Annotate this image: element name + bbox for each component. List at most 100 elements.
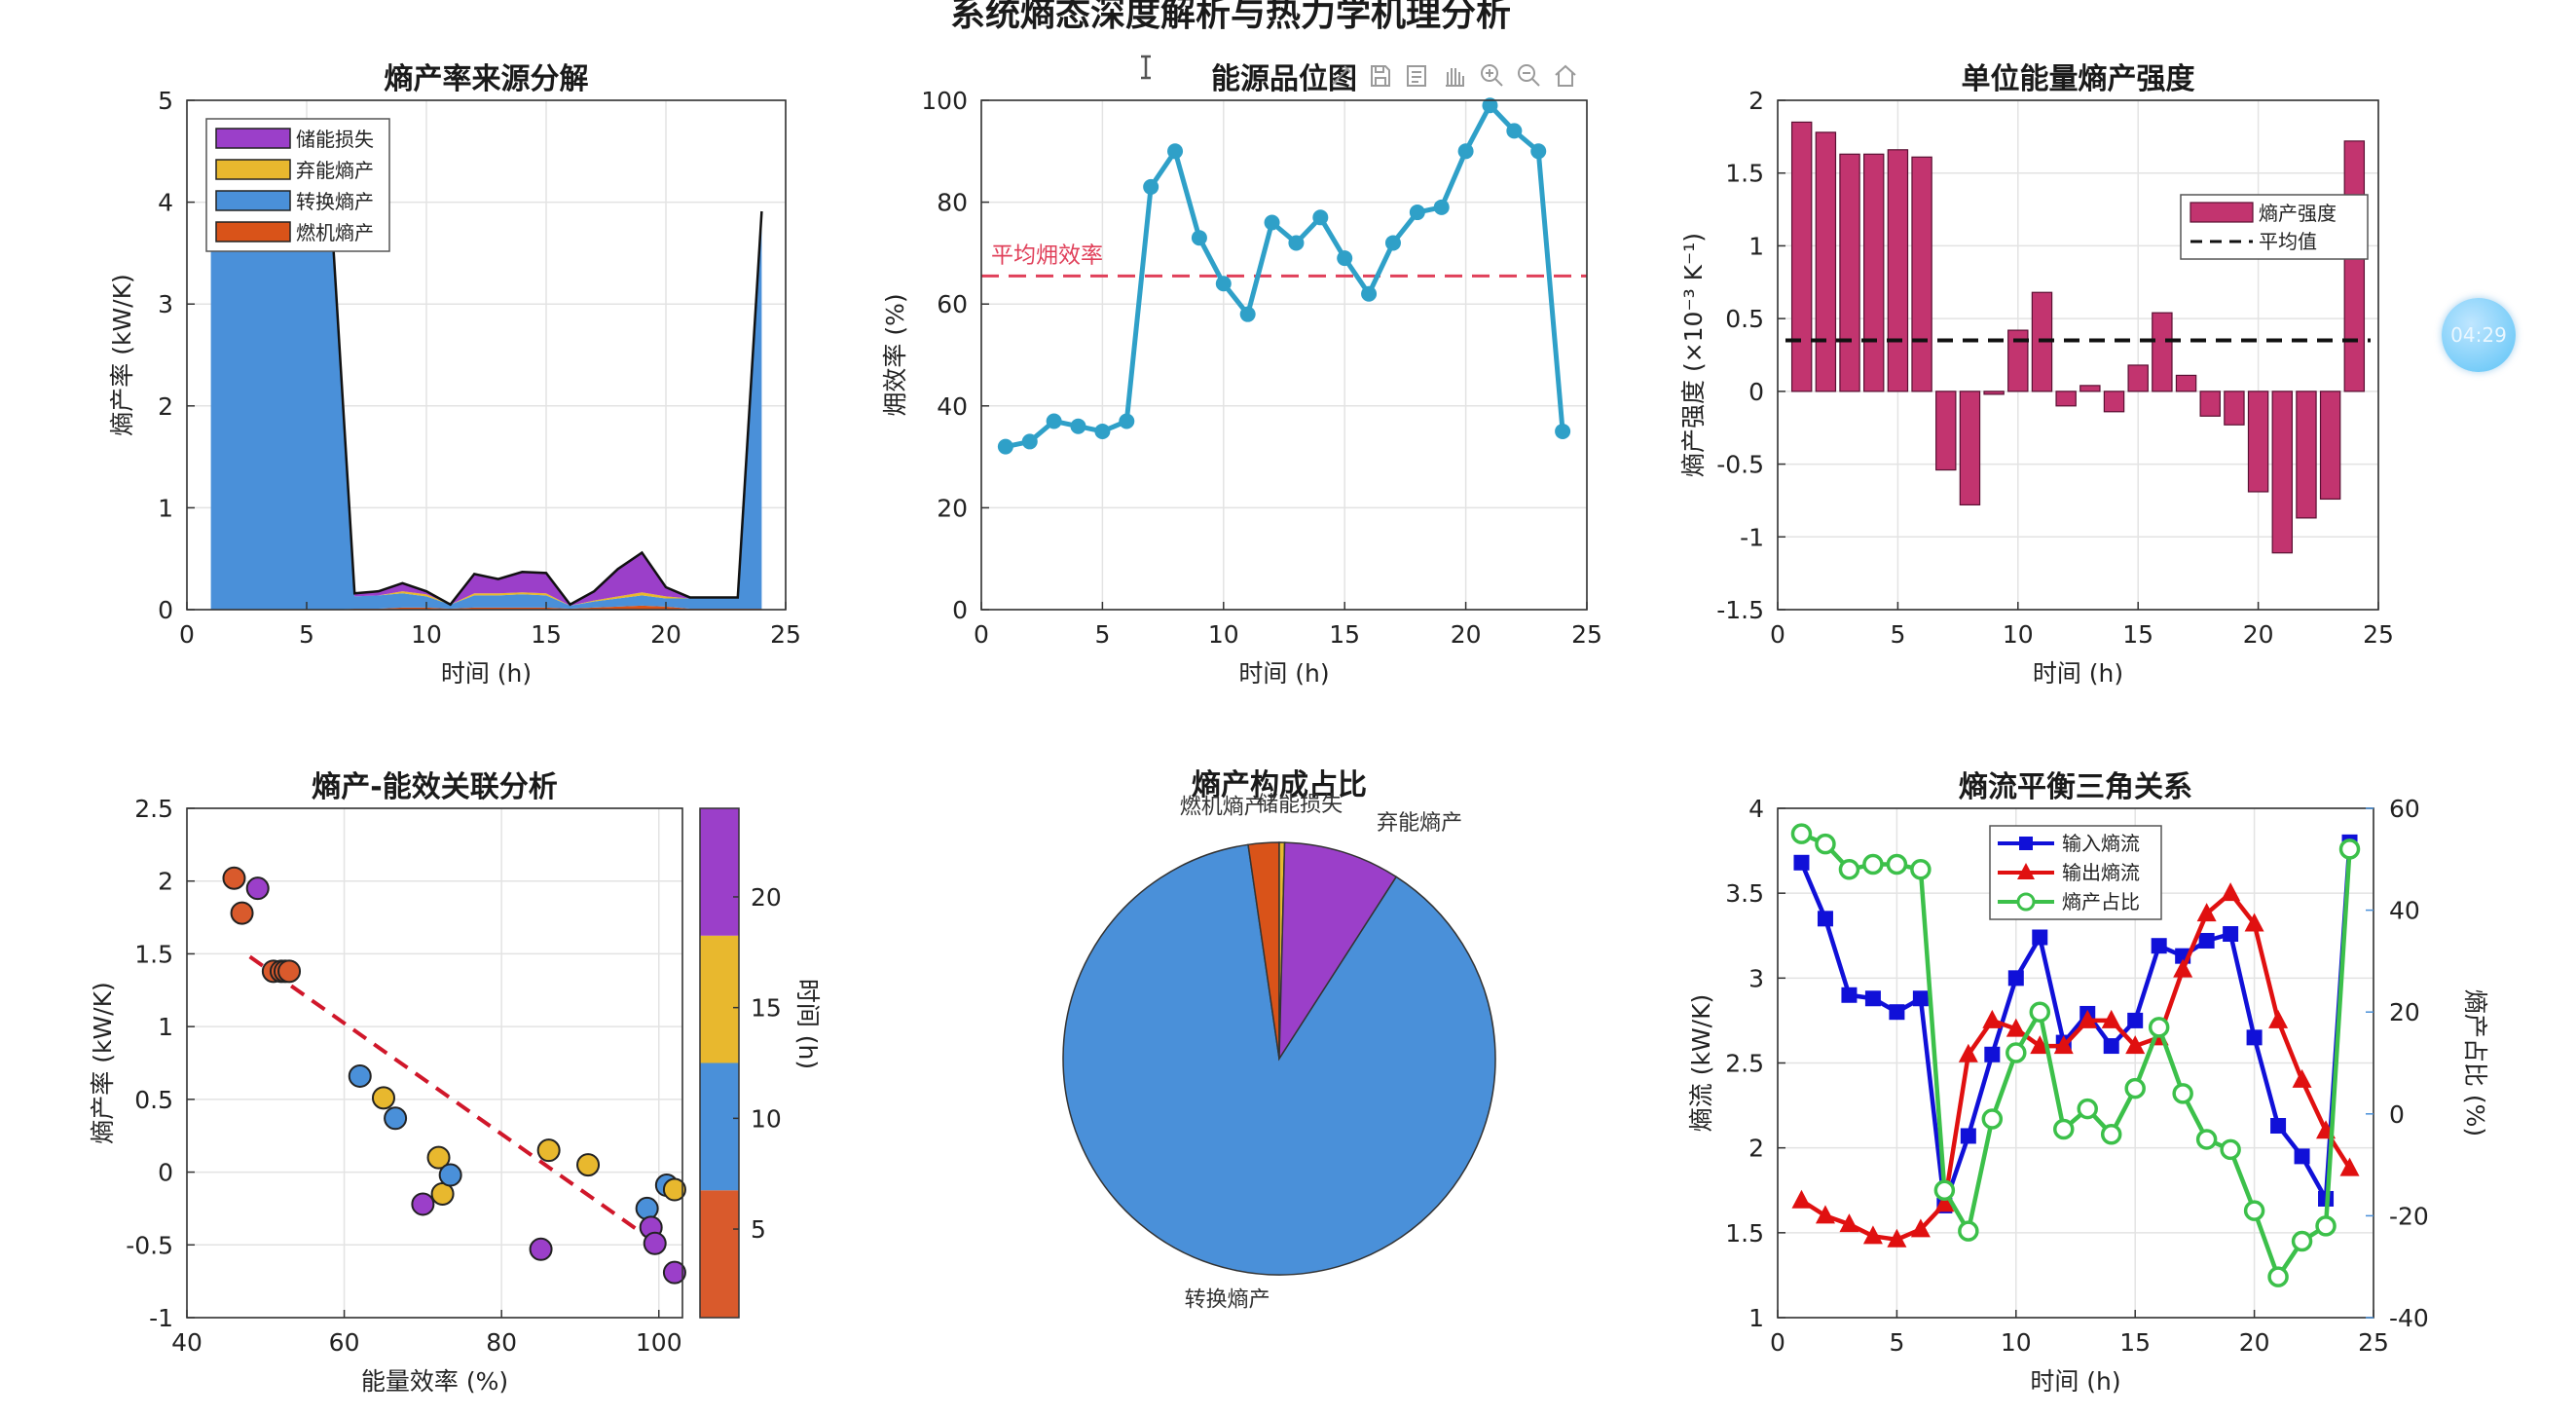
scatter-point: [371, 1086, 395, 1110]
flow-point: [2127, 1012, 2144, 1028]
x-tick-label: 20: [1451, 620, 1482, 649]
flow-point: [1984, 1046, 2001, 1062]
intensity-bar: [1935, 391, 1957, 471]
x-tick-label: 20: [650, 620, 681, 649]
flow-point: [2246, 1029, 2263, 1046]
axes-frame: [186, 807, 683, 1319]
save-icon[interactable]: [1371, 65, 1390, 87]
y-tick-label: 0: [1748, 378, 1764, 406]
y-tick-label: 1: [1748, 232, 1764, 260]
efficiency-point: [1046, 413, 1062, 429]
panel-unit-intensity: 0 5 10 15 20 25 -1.5 -1 -0.5 0 0.5 1 1.5 2 单位能量熵产强度时间 …: [1679, 62, 2394, 688]
x-tick-label: 0: [974, 620, 989, 649]
flow-point: [2103, 1038, 2119, 1055]
x-tick-label: 0: [179, 620, 195, 649]
home-icon[interactable]: [1555, 64, 1576, 87]
x-tick-label: 25: [2358, 1328, 2389, 1357]
scatter-point: [426, 1145, 451, 1170]
flow-point: [2053, 1118, 2075, 1140]
legend-swatch: [215, 159, 291, 180]
copy-icon[interactable]: [1407, 65, 1426, 87]
efficiency-point: [1119, 413, 1135, 429]
figure-toolbar[interactable]: [1131, 51, 1589, 99]
axes-frame: [980, 99, 1588, 611]
scatter-point: [245, 876, 270, 901]
intensity-bar: [1983, 391, 2005, 395]
y-tick-label: 3: [158, 290, 173, 318]
x-axis-label: 时间 (h): [2030, 1367, 2120, 1396]
legend-label: 弃能熵产: [296, 159, 374, 182]
intensity-bar: [2319, 391, 2341, 501]
legend-marker: [2019, 837, 2033, 850]
intensity-bar: [2007, 329, 2029, 392]
legend-swatch: [2190, 202, 2254, 223]
flow-point: [2267, 1266, 2289, 1287]
flow-point: [1982, 1009, 2003, 1028]
intensity-bar: [2296, 391, 2317, 519]
flow-point: [2007, 970, 2024, 987]
intensity-bar: [1863, 153, 1885, 392]
zoom-in-icon[interactable]: [1481, 64, 1503, 87]
brush-icon[interactable]: [1332, 65, 1351, 85]
flow-point: [2173, 958, 2193, 978]
colorbar-tick-label: 20: [751, 883, 782, 912]
colorbar-tick-label: 5: [751, 1215, 766, 1244]
flow-point: [2172, 1083, 2193, 1104]
flow-point: [1933, 1179, 1956, 1201]
y-tick-label: 1.5: [134, 940, 173, 968]
intensity-bar: [2127, 364, 2149, 392]
intensity-bar: [1790, 121, 1813, 392]
x-tick-label: 10: [2001, 1328, 2032, 1357]
legend-marker: [2017, 863, 2035, 879]
flow-point: [1790, 823, 1813, 844]
efficiency-point: [1288, 235, 1305, 251]
y-tick-label: -0.5: [126, 1231, 173, 1259]
flow-point: [2006, 1018, 2026, 1037]
flow-point: [1791, 1189, 1812, 1209]
pan-icon[interactable]: [1446, 68, 1464, 87]
x-tick-label: 25: [1571, 620, 1602, 649]
pie-label: 弃能熵产: [1377, 811, 1462, 836]
y-tick-label: 1: [158, 1013, 173, 1041]
colorbar-label: 时间 (h): [793, 979, 822, 1069]
panel-title: 单位能量熵产强度: [1962, 62, 2195, 96]
pie-slice: [1278, 841, 1398, 1062]
legend-label: 转换熵产: [296, 190, 374, 213]
flow-point: [1958, 1043, 1978, 1062]
intensity-bar: [1815, 131, 1837, 392]
x-tick-label: 15: [2122, 620, 2153, 649]
flow-point: [1815, 1205, 1835, 1224]
trend-line: [248, 954, 660, 1247]
x-tick-label: 0: [1770, 1328, 1785, 1357]
y-tick-label: 2: [158, 868, 173, 896]
zoom-out-icon[interactable]: [1518, 64, 1540, 87]
flow-point: [2221, 882, 2241, 902]
intensity-bar: [1911, 156, 1932, 392]
y-tick-label: 0: [158, 596, 173, 624]
efficiency-point: [1361, 285, 1378, 302]
legend-marker: [2016, 892, 2036, 912]
axes-frame: [1777, 99, 2379, 611]
x-tick-label: 20: [2243, 620, 2274, 649]
y-right-tick-label: 0: [2389, 1100, 2405, 1129]
x-tick-label: 15: [1329, 620, 1360, 649]
flow-point: [1887, 1228, 1907, 1248]
efficiency-point: [1457, 143, 1474, 160]
efficiency-point: [1070, 418, 1086, 434]
plot-area: [187, 808, 682, 1318]
y-tick-label: -0.5: [1716, 451, 1764, 479]
intensity-bar: [2152, 312, 2173, 392]
intensity-bar: [2271, 391, 2293, 554]
y-tick-label: 2: [158, 392, 173, 421]
recording-timer-badge[interactable]: 04:29: [2442, 298, 2516, 372]
scatter-point: [411, 1192, 435, 1216]
scatter-point: [662, 1177, 686, 1202]
cursor-icon[interactable]: [1141, 55, 1151, 80]
intensity-bar: [2247, 391, 2269, 493]
colorbar-segment: [700, 935, 739, 1063]
intensity-bar: [2343, 140, 2366, 392]
y-tick-label: 1.5: [1725, 1219, 1764, 1248]
y-tick-label: 4: [158, 189, 173, 217]
flow-point: [1958, 1220, 1979, 1242]
y-right-tick-label: 40: [2389, 897, 2420, 925]
